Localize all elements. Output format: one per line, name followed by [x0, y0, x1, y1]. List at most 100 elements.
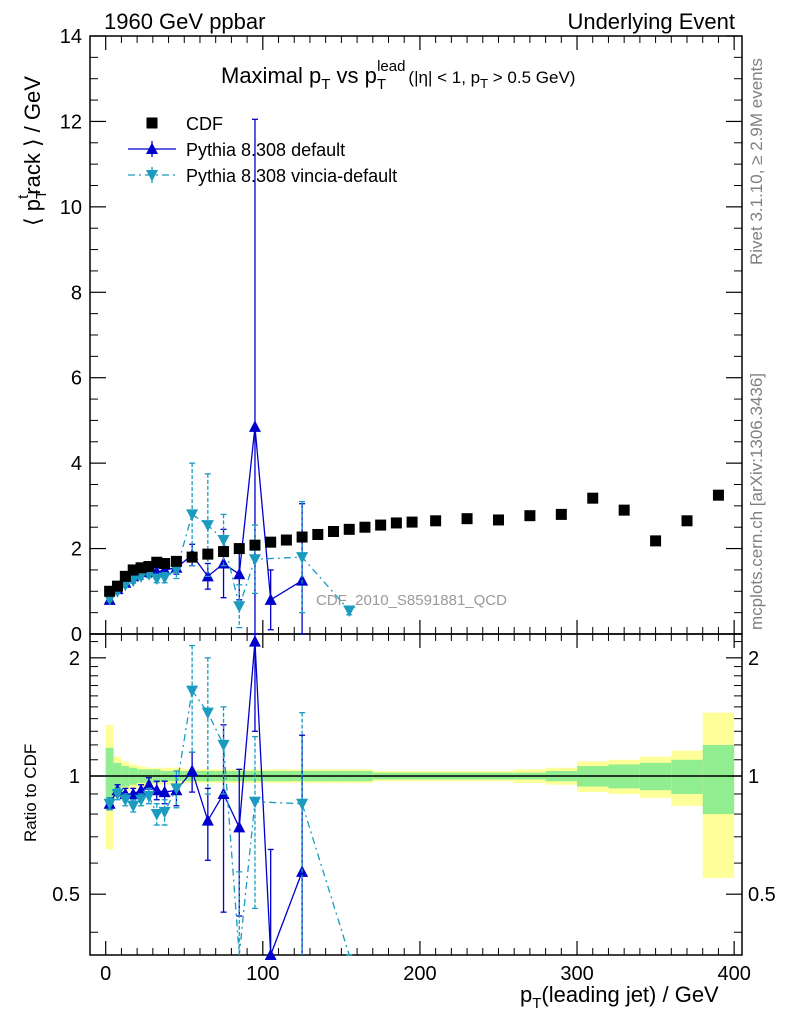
main-point-cdf	[127, 564, 139, 576]
ratio-panel-frame	[89, 633, 743, 956]
mcplots-label: mcplots.cern.ch [arXiv:1306.3436]	[747, 373, 766, 630]
ratio-point-default	[248, 635, 261, 647]
ratio-point-vincia	[103, 798, 116, 811]
main-point-cdf	[390, 517, 402, 529]
main-point-cdf	[343, 523, 355, 535]
main-point-vincia	[186, 509, 199, 521]
main-point-vincia	[158, 572, 171, 585]
ratio-y-tick-label-right: 2	[748, 648, 759, 670]
main-point-cdf	[265, 536, 277, 548]
ratio-y-tick-label-left: 1	[69, 766, 80, 788]
main-point-cdf	[143, 561, 155, 573]
x-tick-label: 400	[717, 963, 750, 985]
ratio-y-tick-label-right: 1	[748, 766, 759, 788]
ratio-point-vincia	[158, 806, 171, 819]
main-point-cdf	[461, 513, 473, 525]
main-point-cdf	[111, 580, 123, 592]
ratio-point-vincia	[111, 788, 124, 801]
main-y-tick-label: 12	[60, 111, 82, 133]
ratio-point-default	[186, 764, 199, 776]
ratio-point-vincia	[186, 685, 199, 698]
y-axis-label: ⟨ pTtrack ⟩ / GeV	[15, 76, 50, 226]
main-point-cdf	[233, 543, 245, 555]
main-point-vincia	[343, 605, 356, 618]
legend-marker-default	[146, 142, 158, 154]
ratio-point-vincia	[201, 707, 214, 720]
ratio-y-tick-label-left: 2	[69, 648, 80, 670]
main-point-vincia	[201, 520, 214, 532]
ratio-point-vincia	[217, 739, 230, 752]
main-point-vincia	[103, 593, 116, 606]
main-point-cdf	[159, 558, 171, 570]
ratio-point-vincia	[142, 790, 155, 803]
main-point-cdf	[312, 528, 324, 540]
main-point-cdf	[712, 489, 724, 501]
main-point-cdf	[406, 516, 418, 528]
main-point-cdf	[135, 562, 147, 574]
main-point-cdf	[430, 515, 442, 527]
main-y-tick-label: 14	[60, 26, 82, 48]
main-point-default	[264, 593, 277, 605]
ratio-point-default	[201, 814, 214, 826]
legend-label-cdf: CDF	[186, 114, 223, 134]
main-point-cdf	[151, 556, 163, 568]
main-point-default	[201, 569, 214, 582]
ratio-line-vincia	[109, 688, 350, 956]
main-point-cdf	[280, 534, 292, 546]
ratio-point-vincia	[170, 783, 183, 795]
main-y-tick-label: 6	[71, 368, 82, 390]
main-point-cdf	[104, 585, 116, 597]
main-point-cdf	[555, 508, 567, 520]
x-tick-label: 200	[403, 963, 436, 985]
legend: CDF Pythia 8.308 default Pythia 8.308 vinc…	[128, 114, 397, 186]
main-point-cdf	[119, 570, 131, 582]
ratio-line-default	[109, 641, 303, 956]
main-point-cdf	[328, 525, 340, 537]
ratio-point-vincia	[135, 794, 148, 807]
ratio-uncertainty-bands	[90, 712, 742, 878]
main-point-vincia	[217, 535, 230, 547]
x-tick-label: 100	[246, 963, 279, 985]
main-point-default	[248, 420, 261, 432]
rivet-label: Rivet 3.1.10, ≥ 2.9M events	[747, 58, 766, 265]
ratio-point-vincia	[150, 809, 163, 821]
main-y-tick-label: 8	[71, 282, 82, 304]
main-point-cdf	[650, 535, 662, 547]
main-point-cdf	[186, 551, 198, 563]
main-point-vincia	[170, 564, 183, 577]
main-point-vincia	[150, 573, 163, 585]
main-point-vincia	[248, 554, 261, 566]
ratio-point-vincia	[119, 794, 132, 807]
ratio-point-vincia	[296, 798, 309, 811]
main-point-cdf	[202, 548, 214, 560]
main-point-cdf	[359, 521, 371, 533]
main-point-cdf	[296, 531, 308, 543]
main-point-cdf	[524, 510, 536, 522]
main-point-cdf	[218, 546, 230, 558]
main-point-cdf	[587, 492, 599, 504]
chart-marks	[103, 118, 724, 960]
legend-marker-vincia	[146, 170, 158, 182]
ratio-point-default	[233, 820, 246, 833]
ratio-y-tick-label-right: 0.5	[748, 884, 776, 906]
ratio-point-default	[264, 948, 277, 960]
header-left: 1960 GeV ppbar	[104, 9, 265, 34]
x-axis-label: pT(leading jet) / GeV	[520, 982, 719, 1012]
main-point-cdf	[375, 519, 387, 531]
legend-label-default: Pythia 8.308 default	[186, 140, 345, 160]
ratio-point-default	[158, 785, 171, 798]
main-y-tick-label: 2	[71, 539, 82, 561]
main-point-cdf	[681, 515, 693, 527]
ratio-y-tick-label-left: 0.5	[52, 884, 80, 906]
main-line-vincia	[109, 513, 350, 611]
main-point-vincia	[296, 552, 309, 564]
legend-marker-cdf	[146, 117, 158, 129]
stat-band-segment	[702, 744, 735, 815]
legend-label-vincia: Pythia 8.308 vincia-default	[186, 166, 397, 186]
main-title: Maximal pT vs pTlead(|η| < 1, pT > 0.5 G…	[221, 58, 575, 93]
main-y-tick-label: 10	[60, 197, 82, 219]
stat-band-segment	[105, 747, 114, 810]
stat-band-segment	[671, 759, 703, 794]
